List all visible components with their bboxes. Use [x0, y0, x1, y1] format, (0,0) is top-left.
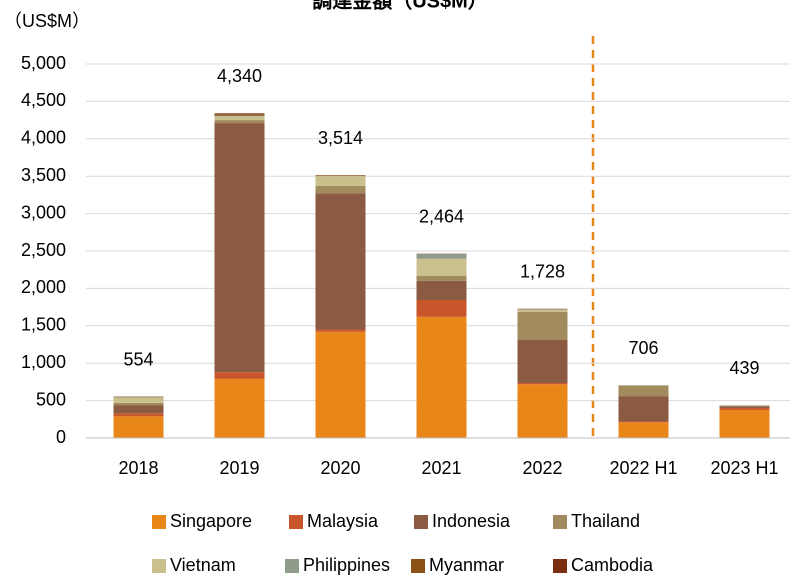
y-tick-label: 0: [56, 427, 66, 447]
bar-segment: [214, 113, 265, 115]
y-tick-label: 2,000: [21, 277, 66, 297]
bar-segment: [416, 299, 467, 317]
bar-segment: [113, 405, 164, 414]
legend-swatch: [553, 515, 567, 529]
legend-swatch: [285, 559, 299, 573]
legend-label: Philippines: [303, 555, 390, 575]
bar-segment: [214, 372, 265, 379]
y-tick-label: 3,500: [21, 165, 66, 185]
chart-title: 調達金額（US$M）: [312, 0, 488, 12]
y-tick-label: 500: [36, 389, 66, 409]
bar-segment: [113, 397, 164, 403]
total-label: 439: [729, 358, 759, 378]
legend-label: Vietnam: [170, 555, 236, 575]
bar-segment: [315, 331, 366, 438]
legend-swatch: [414, 515, 428, 529]
bar-segment: [214, 116, 265, 121]
bar-segment: [315, 193, 366, 330]
bar-segment: [416, 280, 467, 300]
bar-segment: [517, 311, 568, 341]
legend-label: Indonesia: [432, 511, 511, 531]
x-tick-label: 2021: [421, 458, 461, 478]
legend-label: Myanmar: [429, 555, 504, 575]
bar-segment: [517, 383, 568, 385]
y-tick-label: 2,500: [21, 240, 66, 260]
unit-label: （US$M）: [4, 11, 90, 31]
bar-segment: [113, 413, 164, 417]
total-label: 4,340: [217, 66, 262, 86]
x-tick-label: 2022: [522, 458, 562, 478]
legend-label: Malaysia: [307, 511, 379, 531]
legend-swatch: [553, 559, 567, 573]
bar-segment: [214, 123, 265, 373]
bar-segment: [618, 396, 669, 422]
legend-swatch: [152, 559, 166, 573]
bar-segment: [618, 386, 669, 397]
bar-segment: [719, 406, 770, 409]
x-tick-label: 2018: [118, 458, 158, 478]
bar-segment: [416, 275, 467, 281]
bar-segment: [719, 409, 770, 438]
legend-label: Cambodia: [571, 555, 654, 575]
legend-label: Thailand: [571, 511, 640, 531]
bar-segment: [416, 253, 467, 259]
legend-swatch: [152, 515, 166, 529]
y-tick-label: 1,000: [21, 352, 66, 372]
bar-segment: [214, 115, 265, 117]
x-tick-label: 2022 H1: [609, 458, 677, 478]
total-label: 2,464: [419, 206, 464, 226]
bar-segment: [315, 329, 366, 332]
bar-segment: [113, 416, 164, 438]
legend-swatch: [411, 559, 425, 573]
x-tick-label: 2020: [320, 458, 360, 478]
y-tick-label: 3,000: [21, 202, 66, 222]
total-label: 3,514: [318, 128, 363, 148]
bar-segment: [416, 316, 467, 438]
bar-segment: [618, 421, 669, 423]
legend-label: Singapore: [170, 511, 252, 531]
total-label: 554: [123, 349, 153, 369]
bar-segment: [517, 384, 568, 438]
y-tick-label: 4,000: [21, 128, 66, 148]
y-tick-label: 1,500: [21, 315, 66, 335]
bar-segment: [214, 378, 265, 438]
bar-segment: [214, 114, 265, 116]
bar-segment: [719, 405, 770, 407]
bar-segment: [618, 422, 669, 438]
bar-segment: [113, 402, 164, 406]
bar-segment: [517, 309, 568, 312]
legend-swatch: [289, 515, 303, 529]
total-label: 1,728: [520, 261, 565, 281]
total-label: 706: [628, 338, 658, 358]
bar-segment: [315, 176, 366, 186]
y-tick-label: 5,000: [21, 53, 66, 73]
y-tick-label: 4,500: [21, 90, 66, 110]
bar-segment: [214, 120, 265, 124]
bar-segment: [315, 185, 366, 194]
x-tick-label: 2023 H1: [710, 458, 778, 478]
bar-segment: [416, 258, 467, 276]
bar-segment: [517, 340, 568, 384]
bar-segment: [719, 408, 770, 410]
x-tick-label: 2019: [219, 458, 259, 478]
